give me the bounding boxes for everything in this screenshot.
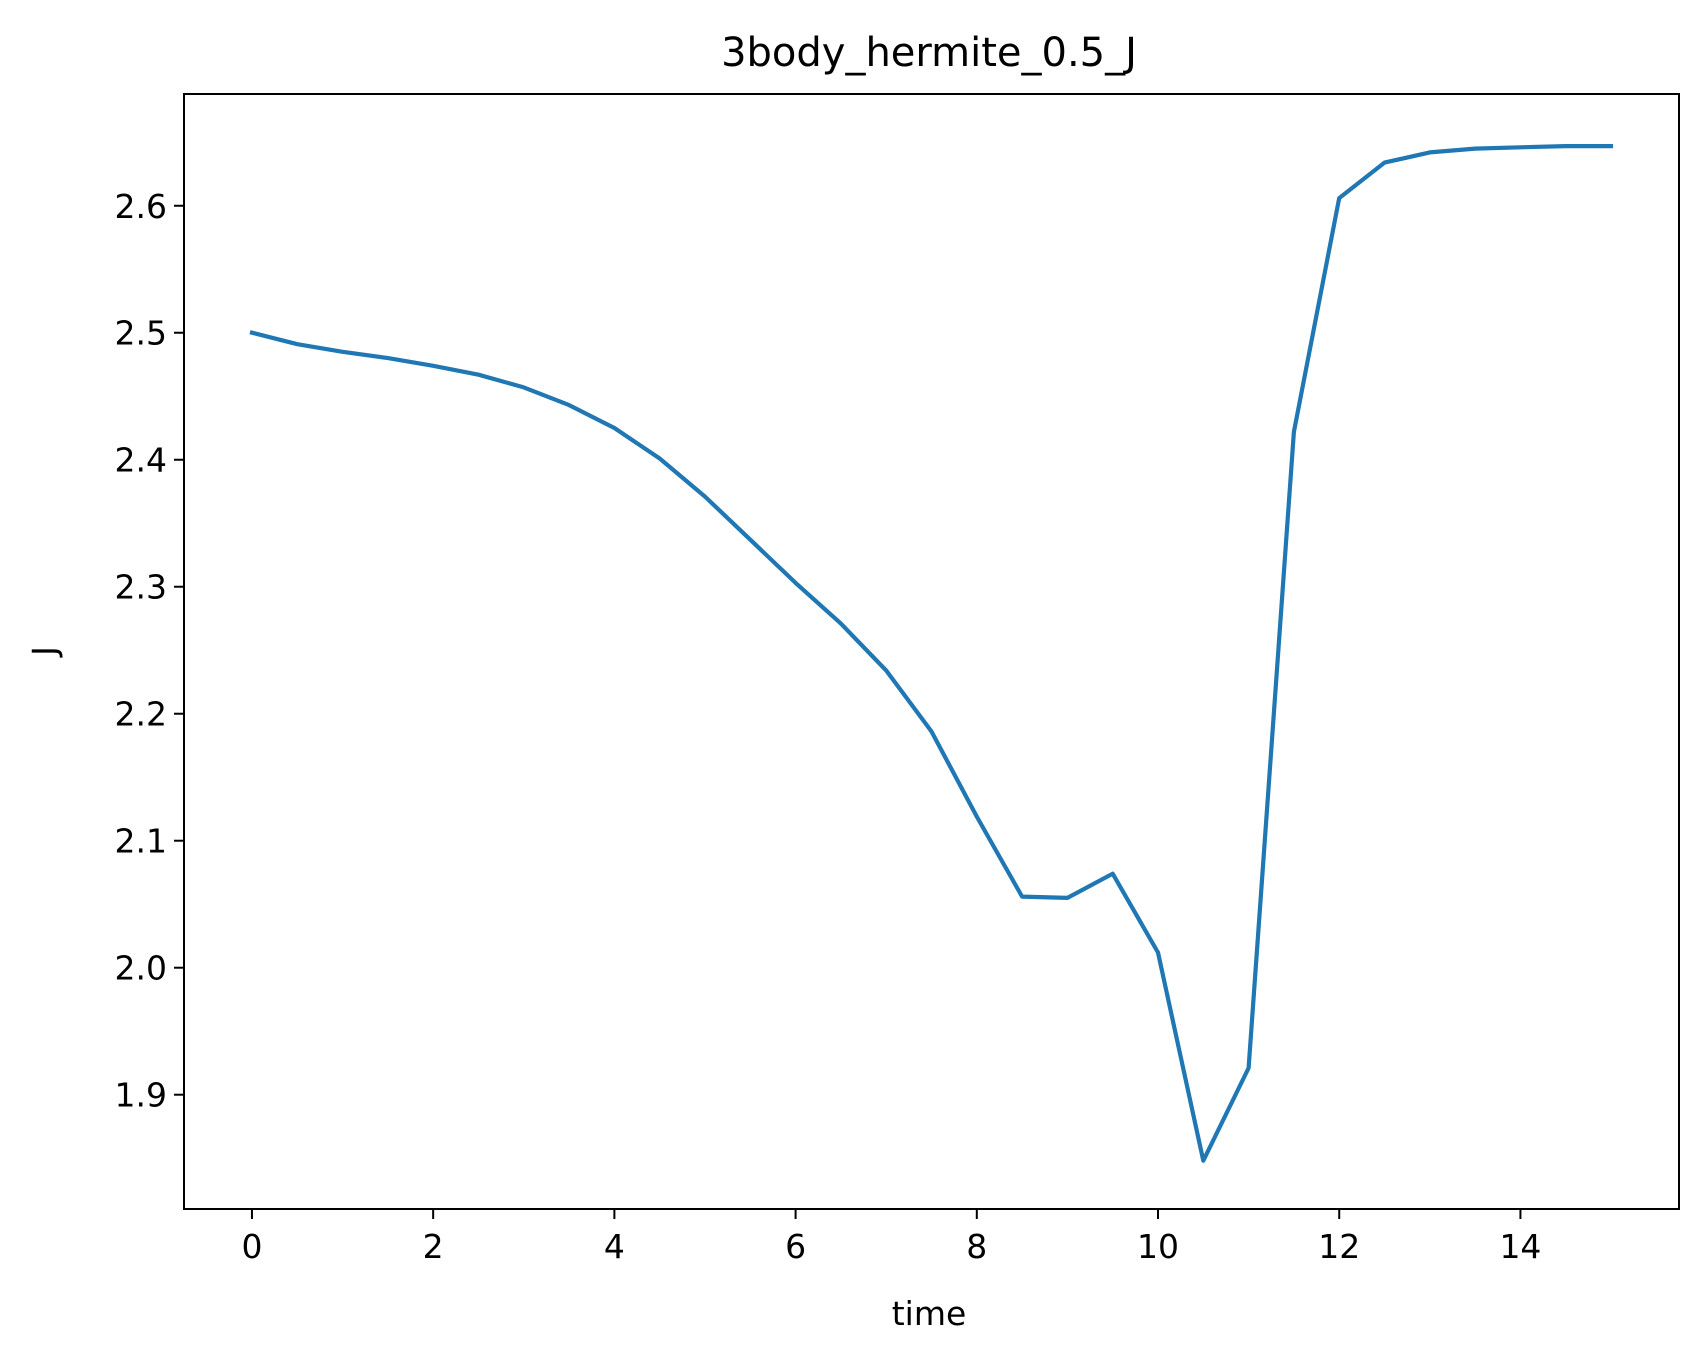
- y-tick-label: 2.4: [115, 441, 167, 480]
- x-tick-label: 10: [1137, 1227, 1179, 1266]
- y-axis-ticks: 1.9 2.0 2.1 2.2 2.3 2.4 2.5 2.6: [115, 187, 184, 1115]
- y-tick-label: 2.1: [115, 822, 167, 861]
- y-tick-label: 1.9: [115, 1076, 167, 1115]
- x-tick-label: 2: [423, 1227, 444, 1266]
- x-axis-label: time: [892, 1294, 967, 1333]
- x-tick-label: 6: [785, 1227, 806, 1266]
- x-tick-label: 0: [241, 1227, 262, 1266]
- x-tick-label: 14: [1499, 1227, 1541, 1266]
- x-tick-label: 4: [604, 1227, 625, 1266]
- x-tick-label: 12: [1318, 1227, 1360, 1266]
- y-tick-label: 2.2: [115, 695, 167, 734]
- y-tick-label: 2.5: [115, 314, 167, 353]
- y-tick-label: 2.6: [115, 187, 167, 226]
- y-axis-label: J: [25, 646, 64, 658]
- plot-area-frame: [183, 93, 1680, 1210]
- y-tick-label: 2.3: [115, 568, 167, 607]
- y-tick-label: 2.0: [115, 949, 167, 988]
- x-tick-label: 8: [966, 1227, 987, 1266]
- series-line: [249, 144, 1614, 1163]
- chart-title: 3body_hermite_0.5_J: [721, 30, 1137, 76]
- x-axis-ticks: 0 2 4 6 8 10 12 14: [241, 1209, 1541, 1266]
